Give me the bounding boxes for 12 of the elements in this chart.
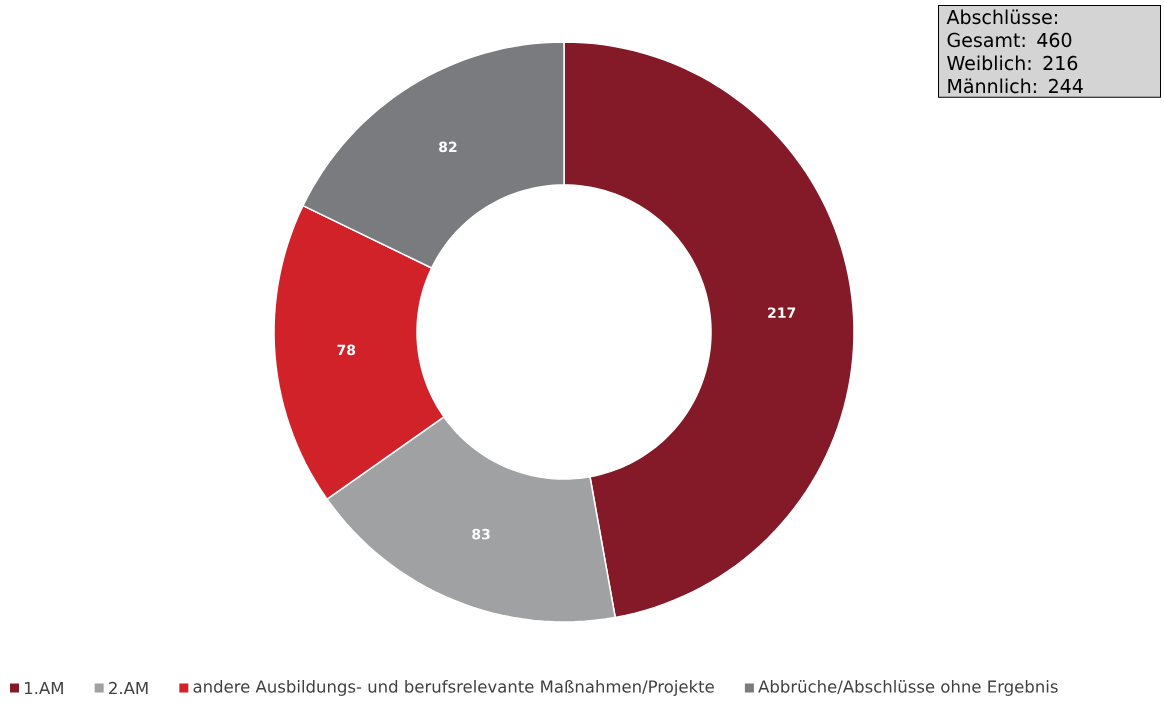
legend-label: 1.AM	[25, 681, 63, 695]
data-label: 78	[337, 344, 356, 356]
text: Männlich: 244	[948, 78, 1083, 94]
data-label: 82	[439, 141, 457, 153]
text: Weiblich: 216	[947, 55, 1078, 71]
data-label: 217	[768, 307, 796, 318]
legend-label: Abbrüche/Abschlüsse ohne Ergebnis	[758, 680, 1058, 696]
text: Gesamt: 460	[947, 32, 1072, 48]
legend-label: andere Ausbildungs- und berufsrelevante Maßnahmen/Projekte	[193, 680, 714, 696]
legend-label: 2.AM	[109, 681, 148, 695]
data-label: 83	[472, 528, 490, 540]
text: Abschlüsse:	[946, 9, 1057, 25]
